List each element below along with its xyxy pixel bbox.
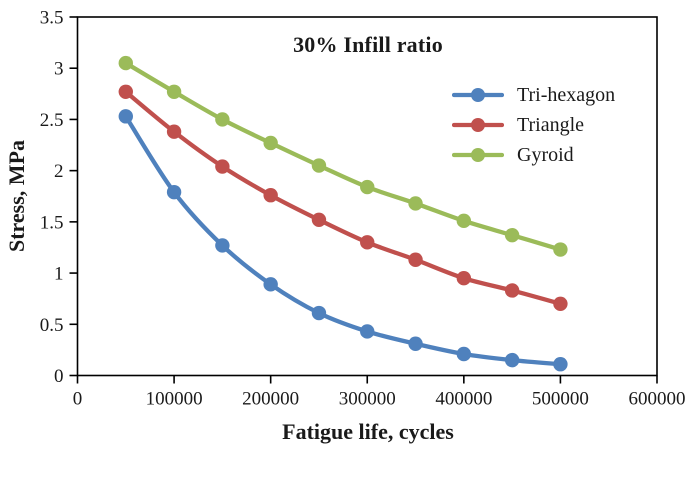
data-point-triangle <box>166 124 182 139</box>
series-line-gyroid <box>123 60 563 252</box>
y-tick-label: 1.5 <box>40 212 64 233</box>
data-point-gyroid <box>504 227 520 243</box>
x-tick-label: 400000 <box>435 389 492 410</box>
legend-line-marker-icon <box>452 148 504 162</box>
data-point-gyroid <box>215 112 230 127</box>
x-tick-label: 0 <box>73 389 83 410</box>
legend-label: Gyroid <box>517 143 574 166</box>
data-point-triangle <box>360 235 375 250</box>
data-point-triangle <box>504 283 520 298</box>
legend-item-tri-hexagon: Tri-hexagon <box>452 80 615 110</box>
data-point-triangle <box>118 84 133 99</box>
data-point-tri-hexagon <box>215 238 230 253</box>
data-point-tri-hexagon <box>553 357 568 372</box>
data-point-triangle <box>263 188 278 203</box>
data-point-tri-hexagon <box>504 352 520 368</box>
data-point-tri-hexagon <box>311 305 327 321</box>
legend-marker <box>471 88 485 102</box>
data-point-gyroid <box>408 196 423 211</box>
x-tick-label: 200000 <box>242 389 299 410</box>
chart-title: 30% Infill ratio <box>293 32 443 57</box>
data-point-tri-hexagon <box>118 109 133 124</box>
data-point-triangle <box>311 212 327 228</box>
x-axis-title: Fatigue life, cycles <box>282 419 454 444</box>
data-point-triangle <box>215 159 230 174</box>
legend-marker <box>471 148 485 162</box>
data-point-gyroid <box>118 55 133 71</box>
data-point-gyroid <box>311 158 327 173</box>
series-line-tri-hexagon <box>123 114 563 367</box>
legend-item-triangle: Triangle <box>452 110 615 140</box>
y-tick-label: 3 <box>54 59 64 80</box>
y-tick-label: 2.5 <box>40 110 64 131</box>
data-point-tri-hexagon <box>166 184 182 200</box>
legend-label: Triangle <box>517 113 585 136</box>
y-tick-label: 3.5 <box>40 8 64 29</box>
legend-line-marker-icon <box>452 88 504 102</box>
data-point-triangle <box>408 252 423 267</box>
y-axis-title: Stress, MPa <box>4 139 29 253</box>
data-point-gyroid <box>263 135 278 151</box>
x-tick-label: 100000 <box>146 389 203 410</box>
legend-label: Tri-hexagon <box>517 83 616 106</box>
data-point-tri-hexagon <box>263 277 278 292</box>
data-point-tri-hexagon <box>408 336 423 351</box>
data-point-gyroid <box>456 213 472 229</box>
x-tick-label: 500000 <box>532 389 589 410</box>
y-tick-label: 0 <box>54 366 64 387</box>
legend-item-gyroid: Gyroid <box>452 140 615 170</box>
x-tick-label: 600000 <box>629 389 686 410</box>
data-point-triangle <box>553 296 568 311</box>
legend-line-marker-icon <box>452 118 504 132</box>
x-tick-label: 300000 <box>339 389 396 410</box>
data-point-gyroid <box>166 84 182 99</box>
y-tick-label: 0.5 <box>40 315 64 336</box>
data-point-tri-hexagon <box>456 346 472 362</box>
y-tick-label: 2 <box>54 161 64 182</box>
legend: Tri-hexagon Triangle Gyroid <box>452 80 615 170</box>
data-point-triangle <box>456 270 472 286</box>
data-point-gyroid <box>360 179 375 195</box>
legend-marker <box>471 118 485 132</box>
data-point-tri-hexagon <box>360 324 375 339</box>
y-tick-label: 1 <box>54 264 64 285</box>
plot-border <box>76 16 658 377</box>
data-point-gyroid <box>553 242 568 257</box>
series-line-triangle <box>123 89 563 306</box>
